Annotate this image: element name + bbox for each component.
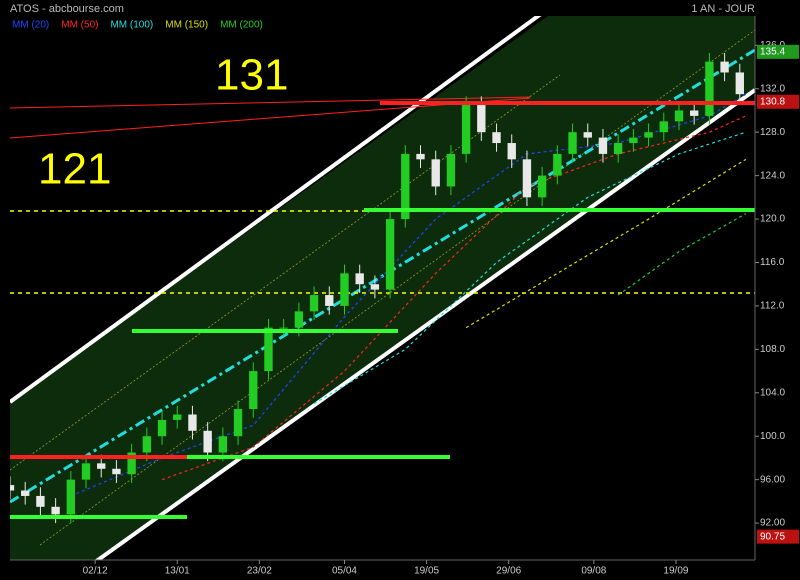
- candle-body: [522, 159, 532, 198]
- legend-label: MM (20): [12, 20, 49, 31]
- moving-average: [617, 213, 747, 296]
- annotation: 121: [38, 145, 111, 194]
- candle-body: [233, 409, 243, 437]
- price-tag: [757, 94, 799, 109]
- candle-body: [461, 105, 471, 154]
- x-tick-label: 02/12: [83, 566, 108, 577]
- x-tick-label: 09/08: [581, 566, 606, 577]
- marks: [10, 52, 747, 524]
- moving-average: [313, 131, 747, 405]
- legend: MM (20) MM (50) MM (100) MM (150) MM (200): [12, 20, 263, 31]
- candle-body: [10, 485, 15, 491]
- y-tick-label: 96.00: [760, 474, 785, 485]
- price-tag-label: 130.8: [760, 96, 785, 107]
- candle-body: [674, 110, 684, 122]
- y-tick-label: 116.0: [760, 257, 785, 268]
- candle-body: [188, 414, 197, 431]
- candle-body: [401, 153, 410, 220]
- price-tag: [757, 44, 799, 59]
- candle-body: [157, 419, 167, 437]
- candle-body: [66, 479, 75, 515]
- x-tick-label: 19/09: [663, 566, 688, 577]
- legend-label: MM (100): [110, 20, 153, 31]
- candle-body: [173, 414, 182, 420]
- moving-average: [161, 115, 747, 481]
- candle-body: [249, 371, 258, 410]
- candle-body: [294, 311, 304, 328]
- candle-body: [598, 137, 608, 154]
- candle-body: [416, 153, 425, 160]
- x-tick-label: 13/01: [165, 566, 190, 577]
- candle-body: [127, 452, 136, 475]
- y-tick-label: 124.0: [760, 170, 785, 181]
- price-tag-label: 90.75: [760, 531, 785, 542]
- y-tick-label: 100.0: [760, 431, 785, 442]
- y-tick-label: 120.0: [760, 214, 785, 225]
- candle-body: [644, 132, 653, 138]
- candle-body: [492, 132, 501, 144]
- candle-body: [370, 284, 380, 290]
- candle-body: [720, 61, 729, 73]
- candle-body: [507, 143, 516, 160]
- candle-body: [51, 506, 60, 515]
- y-tick-label: 92.00: [760, 518, 785, 529]
- y-tick-label: 108.0: [760, 344, 785, 355]
- candle-body: [477, 105, 486, 133]
- candle-body: [735, 72, 744, 95]
- candle-body: [537, 175, 547, 198]
- x-tick-label: 05/04: [332, 566, 357, 577]
- chart-title: ATOS - abcbourse.com: [10, 3, 124, 15]
- candle-body: [385, 219, 395, 290]
- candle-body: [690, 110, 699, 116]
- candle-body: [142, 436, 152, 453]
- legend-label: MM (150): [165, 20, 208, 31]
- candle-body: [36, 495, 45, 507]
- channel-upper: [10, 16, 542, 404]
- trend-line: [10, 96, 531, 109]
- legend-label: MM (50): [61, 20, 98, 31]
- candle-body: [81, 463, 91, 480]
- candle-body: [659, 121, 668, 133]
- channel-guide: [39, 29, 755, 546]
- candle-body: [309, 295, 319, 312]
- x-tick-label: 23/02: [247, 566, 272, 577]
- candle-body: [97, 463, 106, 469]
- candle-body: [629, 137, 638, 144]
- channel-mid: [10, 48, 755, 504]
- x-tick-label: 19/05: [414, 566, 439, 577]
- candle-body: [553, 153, 562, 176]
- candle-body: [340, 273, 349, 306]
- y-tick-label: 104.0: [760, 387, 785, 398]
- candle-body: [21, 490, 30, 496]
- candle-body: [325, 295, 334, 306]
- candle-body: [613, 143, 623, 154]
- candle-body: [446, 153, 456, 187]
- y-tick-label: 112.0: [760, 301, 785, 312]
- candle-body: [355, 273, 364, 285]
- levels: [10, 101, 755, 519]
- candle-body: [279, 327, 288, 329]
- candle-body: [705, 61, 714, 116]
- price-tag-label: 135.4: [760, 46, 785, 57]
- candle-body: [112, 468, 121, 475]
- candle-body: [203, 430, 212, 453]
- legend-label: MM (200): [220, 20, 263, 31]
- candle-body: [583, 132, 592, 138]
- candle-body: [431, 159, 440, 187]
- y-tick-label: 128.0: [760, 127, 785, 138]
- y-tick-label: 132.0: [760, 83, 785, 94]
- x-tick-label: 29/06: [496, 566, 521, 577]
- annotation: 131: [215, 51, 288, 100]
- candle-body: [218, 436, 228, 453]
- price-tag: [757, 529, 799, 544]
- chart-subtitle: 1 AN - JOUR: [691, 3, 755, 15]
- candle-body: [264, 327, 273, 372]
- candle-body: [568, 132, 577, 154]
